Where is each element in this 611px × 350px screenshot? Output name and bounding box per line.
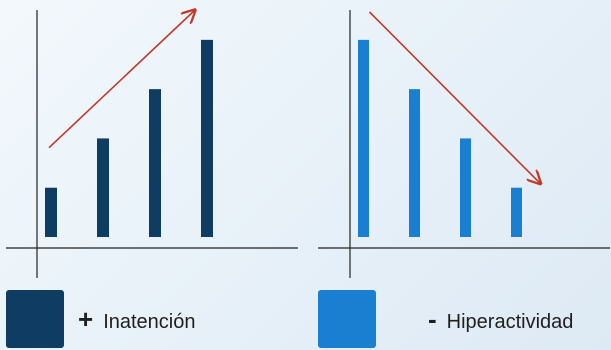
legend-sign-minus: -	[428, 304, 437, 334]
bar-1	[45, 187, 57, 237]
bar-1	[358, 39, 369, 237]
chart-hiperactividad	[318, 10, 610, 278]
legend-label-inatencion: Inatención	[103, 311, 196, 333]
bar-3	[460, 138, 471, 237]
trend-arrow-down	[368, 11, 541, 184]
trend-arrow-up	[48, 10, 195, 149]
bar-2	[409, 89, 420, 238]
legend-swatch-hiperactividad	[318, 290, 376, 348]
bar-3	[149, 89, 161, 238]
bar-4	[511, 187, 522, 237]
legend-sign-plus: +	[78, 304, 94, 334]
legend-label-hiperactividad: Hiperactividad	[446, 311, 574, 333]
bar-4	[201, 39, 213, 237]
legend-swatch-inatencion	[6, 290, 64, 348]
chart-inatencion	[6, 10, 298, 278]
legend-item-hiperactividad: - Hiperactividad	[428, 304, 573, 335]
legend-item-inatencion: + Inatención	[78, 304, 195, 335]
bar-2	[97, 138, 109, 237]
